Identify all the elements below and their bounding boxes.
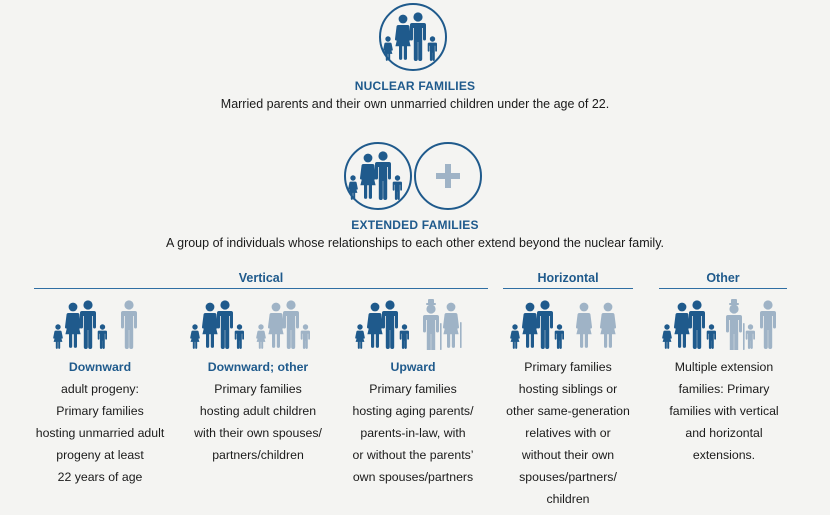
column-line: relatives with or xyxy=(525,426,611,440)
column-line: hosting adult children xyxy=(199,404,317,418)
plus-icon xyxy=(413,141,483,211)
column-downward-other: Downward; other Primary families hosting… xyxy=(178,356,338,466)
column-line: 22 years of age xyxy=(57,470,143,484)
column-line: hosting aging parents/ xyxy=(352,404,474,418)
group-vertical-heading: Vertical xyxy=(238,271,284,285)
group-other-heading: Other xyxy=(706,271,740,285)
column-line: Primary families xyxy=(214,382,302,396)
column-line: or without the parents’ xyxy=(352,448,474,462)
nuclear-families-title: NUCLEAR FAMILIES xyxy=(354,79,476,93)
column-label: Downward; other xyxy=(207,360,309,374)
column-line: partners/children xyxy=(212,448,304,462)
column-line: without their own xyxy=(521,448,615,462)
column-horizontal: Primary families hosting siblings or oth… xyxy=(490,356,646,510)
column-line: other same-generation xyxy=(506,404,630,418)
extended-families-title: EXTENDED FAMILIES xyxy=(351,218,479,232)
group-vertical-rule xyxy=(34,288,488,289)
extended-family-icon xyxy=(343,141,413,211)
group-horizontal-rule xyxy=(503,288,633,289)
column-line: and horizontal xyxy=(685,426,763,440)
column-line: families: Primary xyxy=(678,382,770,396)
nuclear-family-icon xyxy=(378,2,448,72)
nuclear-families-description: Married parents and their own unmarried … xyxy=(220,97,610,111)
column-line: Primary families xyxy=(524,360,612,374)
column-label: Upward xyxy=(390,360,436,374)
group-other-rule xyxy=(659,288,787,289)
column-line: adult progeny: xyxy=(61,382,139,396)
column-line: parents-in-law, with xyxy=(360,426,466,440)
extended-families-description: A group of individuals whose relationshi… xyxy=(166,236,664,250)
horizontal-family-icon xyxy=(510,298,630,350)
column-line: families with vertical xyxy=(669,404,779,418)
group-horizontal-heading: Horizontal xyxy=(537,271,599,285)
column-line: children xyxy=(546,492,590,506)
column-line: Multiple extension xyxy=(674,360,774,374)
column-other: Multiple extension families: Primary fam… xyxy=(646,356,802,466)
column-line: own spouses/partners xyxy=(352,470,474,484)
column-line: with their own spouses/ xyxy=(194,426,322,440)
upward-family-icon xyxy=(355,298,470,350)
downward-other-family-icon xyxy=(190,298,320,350)
column-line: Primary families xyxy=(369,382,457,396)
column-label: Downward xyxy=(68,360,132,374)
column-line: hosting unmarried adult xyxy=(35,426,165,440)
column-line: spouses/partners/ xyxy=(519,470,617,484)
downward-family-icon xyxy=(53,298,148,350)
column-upward: Upward Primary families hosting aging pa… xyxy=(333,356,493,488)
column-line: extensions. xyxy=(692,448,756,462)
column-line: Primary families xyxy=(56,404,144,418)
column-downward: Downward adult progeny: Primary families… xyxy=(20,356,180,488)
column-line: hosting siblings or xyxy=(518,382,618,396)
multiple-extension-family-icon xyxy=(662,298,786,350)
column-line: progeny at least xyxy=(56,448,144,462)
